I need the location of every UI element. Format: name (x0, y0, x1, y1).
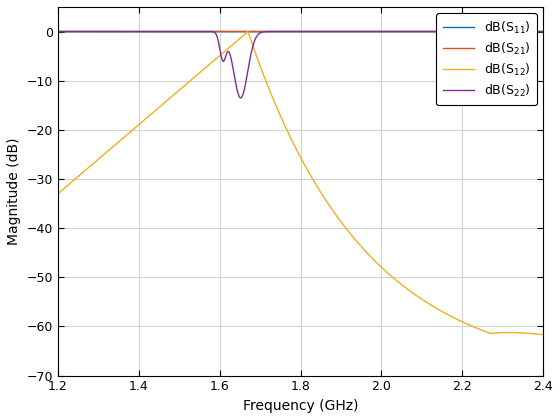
Y-axis label: Magnitude (dB): Magnitude (dB) (7, 137, 21, 245)
X-axis label: Frequency (GHz): Frequency (GHz) (243, 399, 358, 413)
Legend: dB(S$_{11}$), dB(S$_{21}$), dB(S$_{12}$), dB(S$_{22}$): dB(S$_{11}$), dB(S$_{21}$), dB(S$_{12}$)… (436, 13, 537, 105)
